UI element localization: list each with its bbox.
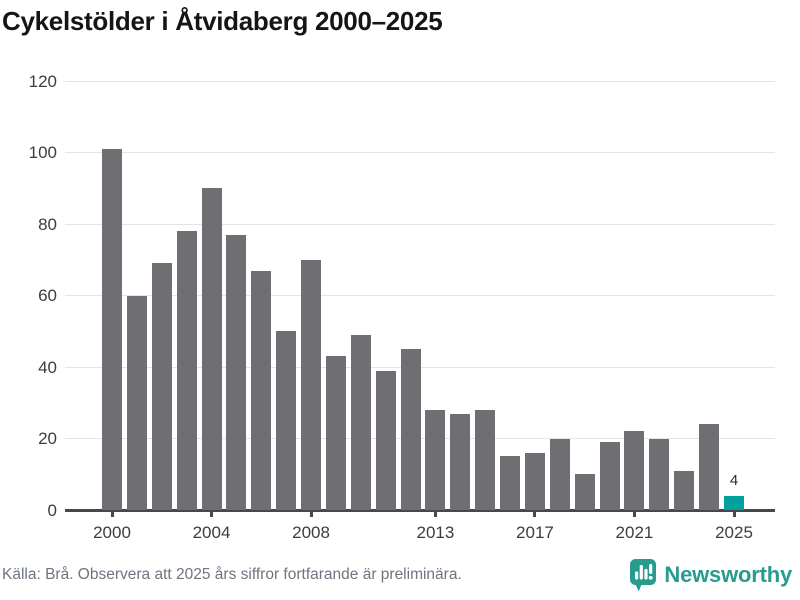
bar-2008 (301, 259, 322, 510)
bar-value-label-2025: 4 (729, 471, 739, 489)
y-tick-label-100: 100 (28, 143, 57, 162)
y-tick-label-120: 120 (28, 71, 57, 91)
bar-2020 (599, 442, 620, 510)
gridline-120 (65, 80, 775, 82)
x-tick-2004 (210, 510, 214, 517)
bar-2014 (450, 413, 471, 510)
bar-2003 (176, 231, 197, 510)
x-tick-label-2013: 2013 (416, 523, 455, 542)
bar-2007 (276, 331, 297, 510)
bar-2009 (325, 356, 346, 510)
bar-2002 (151, 263, 172, 510)
bar-2016 (500, 456, 521, 510)
x-tick-label-2017: 2017 (516, 523, 554, 542)
x-tick-label-2008: 2008 (292, 523, 330, 542)
x-tick-2025 (732, 510, 736, 517)
bar-2013 (425, 409, 446, 510)
x-tick-2000 (110, 510, 114, 517)
y-tick-label-40: 40 (38, 357, 57, 377)
bar-2017 (524, 452, 545, 510)
bar-2010 (350, 334, 371, 510)
bar-2012 (400, 349, 421, 510)
newsworthy-logo: Newsworthy (629, 558, 792, 593)
plot-area: 0 20 40 60 80 100 120 4 2000 2004 2008 2013 2017 2021… (29, 73, 775, 542)
bar-2005 (226, 234, 247, 510)
bar-2024 (699, 424, 720, 510)
bar-2019 (574, 474, 595, 510)
bar-2025 (724, 495, 744, 510)
bar-2001 (126, 295, 147, 510)
bar-2023 (674, 470, 695, 510)
newsworthy-logo-text: Newsworthy (664, 562, 792, 587)
bar-2000 (102, 148, 122, 510)
bar-2022 (649, 438, 670, 510)
gridline-80 (65, 223, 775, 225)
bar-2021 (624, 431, 645, 510)
bar-2006 (251, 270, 272, 510)
x-tick-2008 (309, 510, 313, 517)
x-tick-label-2004: 2004 (192, 523, 231, 542)
x-tick-2017 (533, 510, 537, 517)
bar-2011 (375, 370, 396, 510)
y-tick-label-80: 80 (38, 214, 57, 234)
x-tick-2013 (433, 510, 437, 517)
x-tick-2021 (632, 510, 636, 517)
gridline-100 (65, 152, 775, 153)
gridline-60 (65, 295, 775, 296)
chart-title: Cykelstölder i Åtvidaberg 2000–2025 (2, 6, 443, 36)
bar-chart-speech-bubble-icon (630, 558, 657, 591)
x-tick-label-2000: 2000 (93, 523, 131, 542)
footer: Källa: Brå. Observera att 2025 års siffr… (0, 558, 800, 600)
source-note: Källa: Brå. Observera att 2025 års siffr… (2, 566, 462, 583)
y-tick-label-0: 0 (47, 500, 57, 520)
x-tick-label-2021: 2021 (615, 523, 654, 542)
bar-2004 (201, 188, 222, 510)
y-tick-label-20: 20 (38, 429, 57, 448)
bar-2015 (475, 409, 496, 510)
x-tick-label-2025: 2025 (715, 523, 753, 542)
y-tick-label-60: 60 (38, 286, 57, 305)
bar-2018 (549, 438, 570, 510)
x-axis-line (65, 509, 775, 512)
